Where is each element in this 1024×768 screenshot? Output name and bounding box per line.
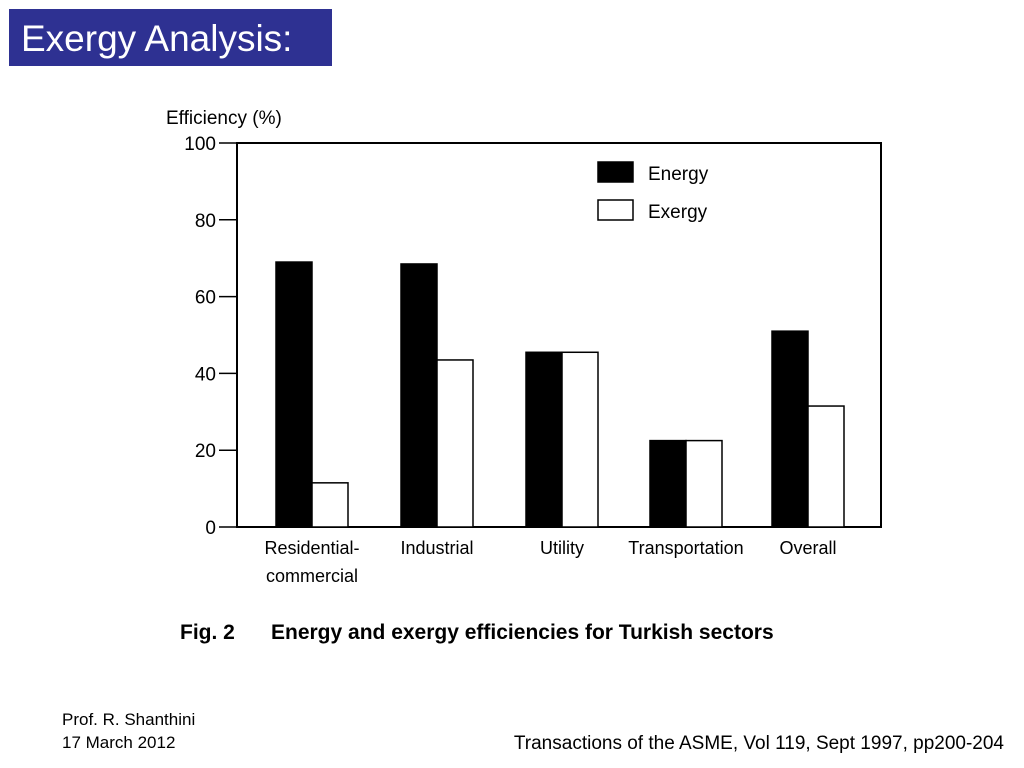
legend-label-exergy: Exergy [648, 202, 708, 223]
y-tick-label: 80 [195, 211, 216, 232]
legend-swatch-exergy [597, 199, 634, 221]
title-bar: Exergy Analysis: [9, 9, 332, 66]
figure-caption-label: Fig. 2 [180, 621, 235, 644]
author-block: Prof. R. Shanthini 17 March 2012 [62, 708, 195, 754]
presentation-date: 17 March 2012 [62, 733, 176, 752]
bar-exergy [436, 359, 474, 528]
y-tick-label: 20 [195, 441, 216, 462]
bar-exergy [807, 405, 845, 528]
x-tick-label: Transportation [628, 538, 743, 558]
source-citation: Transactions of the ASME, Vol 119, Sept … [513, 733, 1004, 754]
x-tick-label: Utility [540, 538, 584, 558]
legend-swatch-energy [597, 161, 634, 183]
x-tick-label: Industrial [400, 538, 473, 558]
legend-label-energy: Energy [648, 164, 709, 185]
figure-caption-text: Energy and exergy efficiencies for Turki… [271, 621, 774, 644]
author-name: Prof. R. Shanthini [62, 710, 196, 729]
chart-legend: Energy Exergy [597, 161, 709, 223]
slide-title: Exergy Analysis: [21, 18, 293, 59]
y-tick-label: 0 [205, 518, 216, 539]
bar-exergy [685, 439, 723, 528]
chart-axes: 0 20 40 60 80 100 Efficiency (%) [166, 108, 882, 539]
bar-exergy [311, 482, 349, 528]
chart-labels: Residential-commercial Industrial Utility T… [180, 538, 837, 644]
y-tick-label: 60 [195, 288, 216, 309]
y-tick-label: 100 [184, 134, 216, 155]
y-tick-label: 40 [195, 364, 216, 385]
bar-energy [771, 330, 809, 528]
y-axis-label: Efficiency (%) [166, 108, 282, 129]
bar-energy [525, 351, 563, 528]
bar-exergy [561, 351, 599, 528]
x-tick-label: Overall [779, 538, 836, 558]
chart-bars [275, 261, 845, 528]
bar-energy [649, 439, 687, 528]
bar-energy [275, 261, 313, 528]
x-tick-label: commercial [266, 566, 358, 586]
bar-energy [400, 263, 438, 528]
x-tick-label: Residential- [264, 538, 359, 558]
